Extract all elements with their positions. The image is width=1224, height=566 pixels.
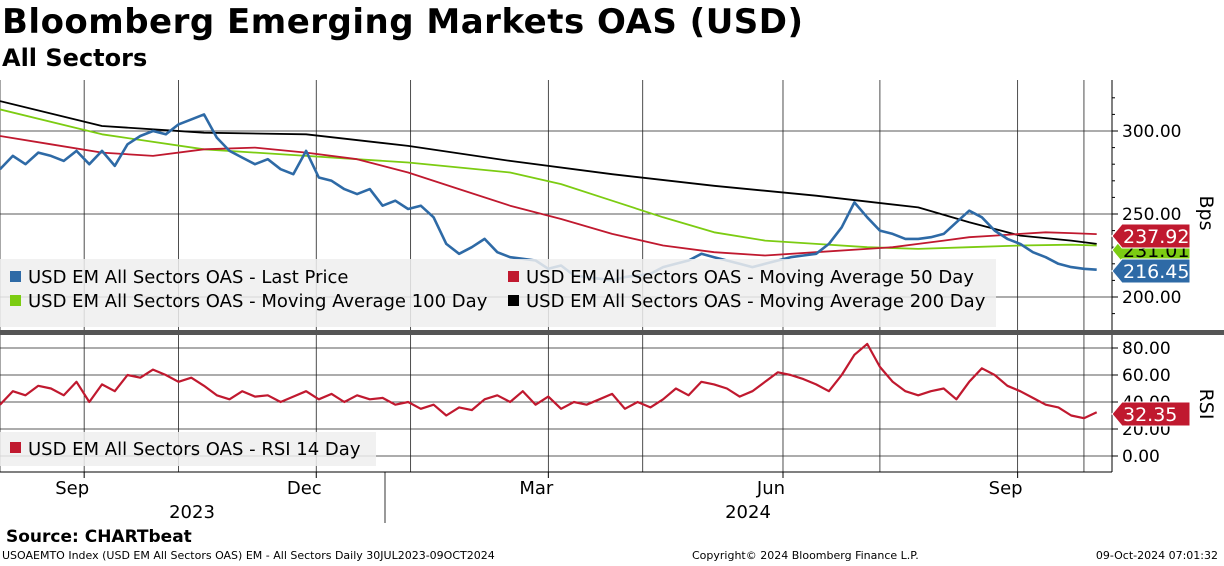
legends: USD EM All Sectors OAS - Last Price USD E… (0, 259, 996, 466)
rsi-value-tag-label: 32.35 (1123, 404, 1177, 426)
price-y-tick-label: 200.00 (1122, 288, 1181, 308)
source-note: Source: CHARTbeat (6, 527, 192, 547)
x-tick-label: Sep (989, 478, 1023, 499)
rsi-y-tick-label: 0.00 (1122, 447, 1160, 467)
value-tag-label: 216.45 (1123, 261, 1189, 283)
copyright: Copyright© 2024 Bloomberg Finance L.P. (692, 549, 919, 562)
legend-swatch (10, 295, 21, 306)
legend-label: USD EM All Sectors OAS - RSI 14 Day (28, 439, 361, 460)
legend-swatch (10, 271, 21, 282)
timestamp: 09-Oct-2024 07:01:32 (1095, 549, 1218, 562)
x-tick-label: Jun (756, 478, 785, 499)
rsi-y-tick-label: 80.00 (1122, 339, 1171, 359)
year-label-2023: 2023 (169, 502, 215, 523)
price-legend-box (0, 259, 996, 327)
series-line-rsi (0, 342, 1098, 420)
series-line-moving-average-50-day (0, 135, 1097, 257)
panel-divider (0, 330, 1224, 335)
legend-label: USD EM All Sectors OAS - Moving Average … (28, 291, 488, 312)
legend-swatch (508, 295, 519, 306)
axes: 200.00250.00300.000.0020.0040.0060.0080.… (0, 80, 1224, 523)
rsi-legend-box (0, 432, 376, 466)
year-label-2024: 2024 (725, 502, 771, 523)
legend-swatch (10, 442, 21, 453)
rsi-value-tag (1111, 401, 1191, 427)
series-line-moving-average-100-day (0, 108, 1097, 250)
rsi-series (0, 342, 1098, 420)
rsi-axis-label: RSI (1195, 389, 1217, 420)
rsi-y-tick-label: 60.00 (1122, 366, 1171, 386)
legend-label: USD EM All Sectors OAS - Last Price (28, 267, 348, 288)
price-axis-label: Bps (1195, 196, 1217, 231)
legend-label: USD EM All Sectors OAS - Moving Average … (526, 267, 974, 288)
legend-swatch (508, 271, 519, 282)
x-tick-label: Dec (287, 478, 322, 499)
series-line-moving-average-200-day (0, 100, 1097, 245)
x-tick-label: Mar (519, 478, 554, 499)
price-y-tick-label: 300.00 (1122, 122, 1181, 142)
legend-label: USD EM All Sectors OAS - Moving Average … (526, 291, 986, 312)
value-tag (1111, 258, 1191, 284)
price-y-tick-label: 250.00 (1122, 205, 1181, 225)
chart-subtitle: All Sectors (2, 44, 148, 72)
value-tag-label: 237.92 (1123, 226, 1189, 248)
value-tag (1111, 223, 1191, 249)
index-info: USOAEMTO Index (USD EM All Sectors OAS) … (2, 549, 495, 562)
x-tick-label: Sep (55, 478, 89, 499)
chart-title: Bloomberg Emerging Markets OAS (USD) (2, 2, 804, 42)
